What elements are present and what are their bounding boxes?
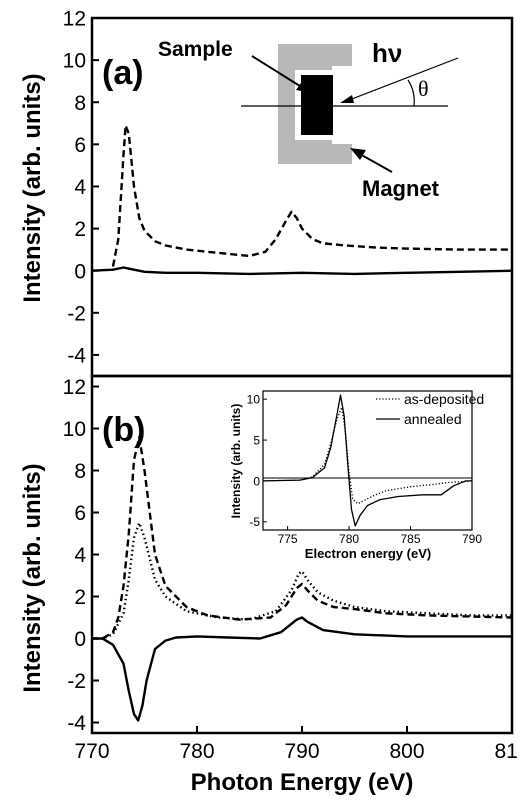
panel-a-ticks: -4 -2 0 2 4 6 8 10 12: [63, 8, 99, 368]
inset-xtick-label: 775: [278, 532, 298, 546]
panel-b-ytick-label: 8: [74, 460, 86, 483]
panel-a-ytick-label: 10: [63, 50, 86, 73]
panel-a-ytick-label: -4: [67, 345, 86, 368]
inset-ytick-label: -5: [249, 515, 260, 529]
legend-annealed-label: annealed: [404, 411, 462, 427]
beam-line: [343, 57, 459, 103]
inset-xtick-label: 785: [401, 532, 421, 546]
panel-b-ytick-label: -4: [67, 712, 86, 735]
panel-b-xtick-label: 790: [284, 740, 319, 763]
legend-as-deposited-label: as-deposited: [404, 391, 484, 407]
panel-a-ytick-label: 0: [74, 260, 86, 283]
inset-ytick-label: 5: [253, 433, 260, 447]
panel-a-ytick-label: 2: [74, 218, 86, 241]
sample-pointer-head: [296, 80, 312, 93]
panel-b-ytick-label: 0: [74, 628, 86, 651]
panel-a-ytick-label: 8: [74, 92, 86, 115]
magnet-label: Magnet: [362, 176, 440, 201]
panel-a-ytick-label: 12: [63, 8, 86, 31]
inset-frame: [262, 390, 473, 531]
panel-b-ytick-label: 10: [63, 418, 86, 441]
panel-a-ytick-label: 6: [74, 134, 86, 157]
panel-b-series-solid-line: [92, 616, 512, 722]
panel-a-series-solid-line: [91, 266, 513, 276]
inset-ytick-label: 0: [253, 474, 260, 488]
beam-arrowhead: [340, 95, 354, 103]
panel-b-label: (b): [102, 411, 145, 449]
inset-background: [230, 387, 500, 547]
sample-label: Sample: [158, 38, 233, 61]
sample-pointer-line: [251, 55, 304, 89]
panel-b-ytick-label: 4: [74, 544, 86, 567]
panel-b-series-dashed-line: [92, 435, 513, 640]
sample-magnet-schematic: Sample Magnet hν θ: [158, 38, 459, 201]
panel-a-ylabel: Intensity (arb. units): [19, 73, 46, 302]
panel-b-ylabel: Intensity (arb. units): [19, 463, 46, 692]
magnet-pointer-head: [350, 148, 366, 160]
inset-xtick-label: 790: [462, 532, 482, 546]
hv-label: hν: [372, 38, 402, 68]
panel-b-xtick-label: 810: [494, 740, 517, 763]
panel-b-xtick-label: 770: [74, 740, 109, 763]
panel-b-xtick-label: 780: [179, 740, 214, 763]
x-axis-title: Photon Energy (eV): [191, 769, 414, 796]
panel-b-series: [92, 435, 513, 722]
panel-b-ytick-label: -2: [67, 670, 86, 693]
inset-ylabel: Intensity (arb. units): [229, 404, 243, 519]
panel-a-series-dashed-line: [111, 124, 512, 267]
panel-b-xtick-label: 800: [389, 740, 424, 763]
panel-b-ytick-label: 2: [74, 586, 86, 609]
panel-b-ytick-label: 12: [63, 376, 86, 399]
inset-series-solid-line: [262, 394, 472, 527]
sample-block: [301, 75, 333, 135]
inset-xlabel: Electron energy (eV): [305, 546, 431, 561]
inset-ytick-label: 10: [247, 392, 261, 406]
panel-a-series: [91, 124, 513, 276]
panel-a-label: (a): [102, 54, 144, 92]
inset-series: [262, 394, 473, 527]
theta-label: θ: [418, 76, 429, 101]
panel-b-ytick-label: 6: [74, 502, 86, 525]
magnet-pointer-line: [357, 152, 393, 173]
panel-b-ticks: -4-2024681012770780790800810: [63, 376, 517, 763]
inset-ticks: -5 0 5 10 775 780 785 790: [247, 392, 483, 546]
panel-a-ytick-label: -2: [67, 302, 86, 325]
panel-a-ytick-label: 4: [74, 176, 86, 199]
theta-arc: [407, 79, 415, 107]
inset-xtick-label: 780: [339, 532, 359, 546]
